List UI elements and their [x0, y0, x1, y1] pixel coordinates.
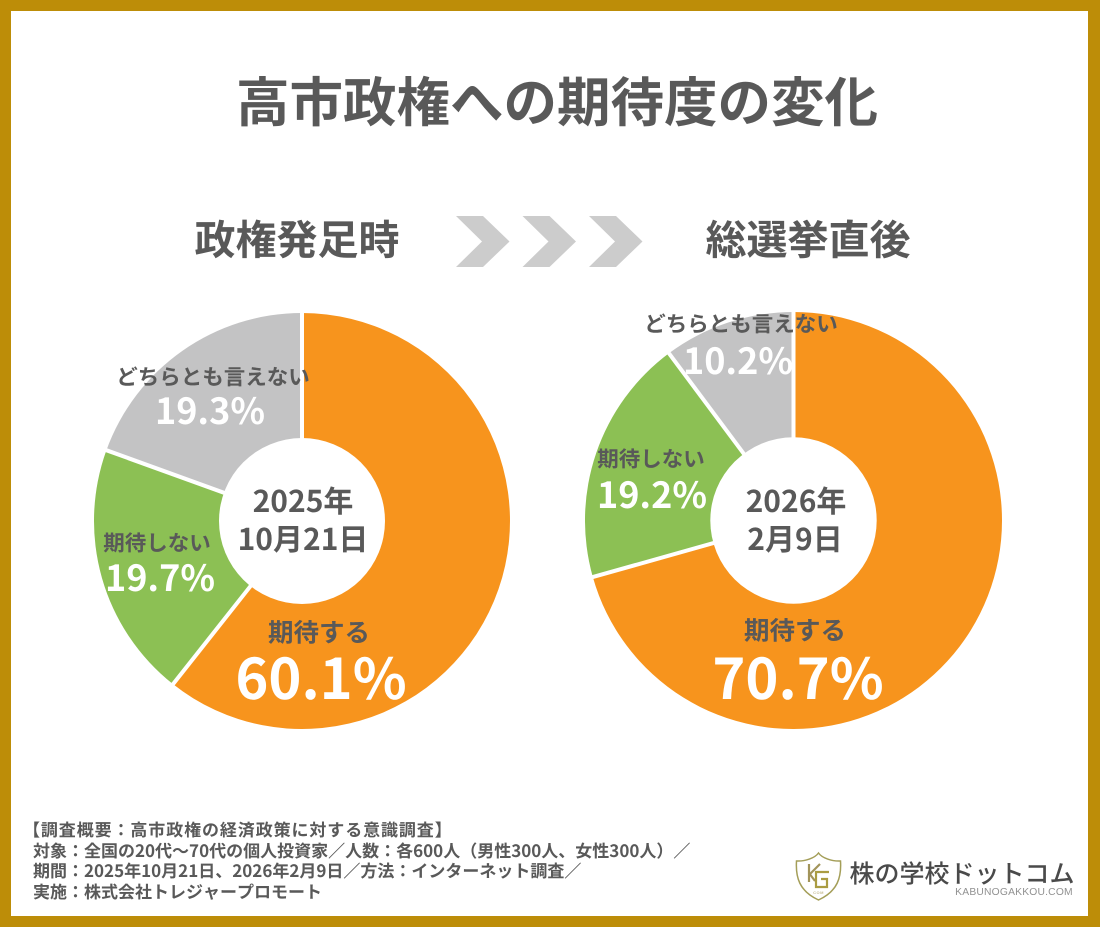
- svg-text:COM: COM: [813, 890, 824, 895]
